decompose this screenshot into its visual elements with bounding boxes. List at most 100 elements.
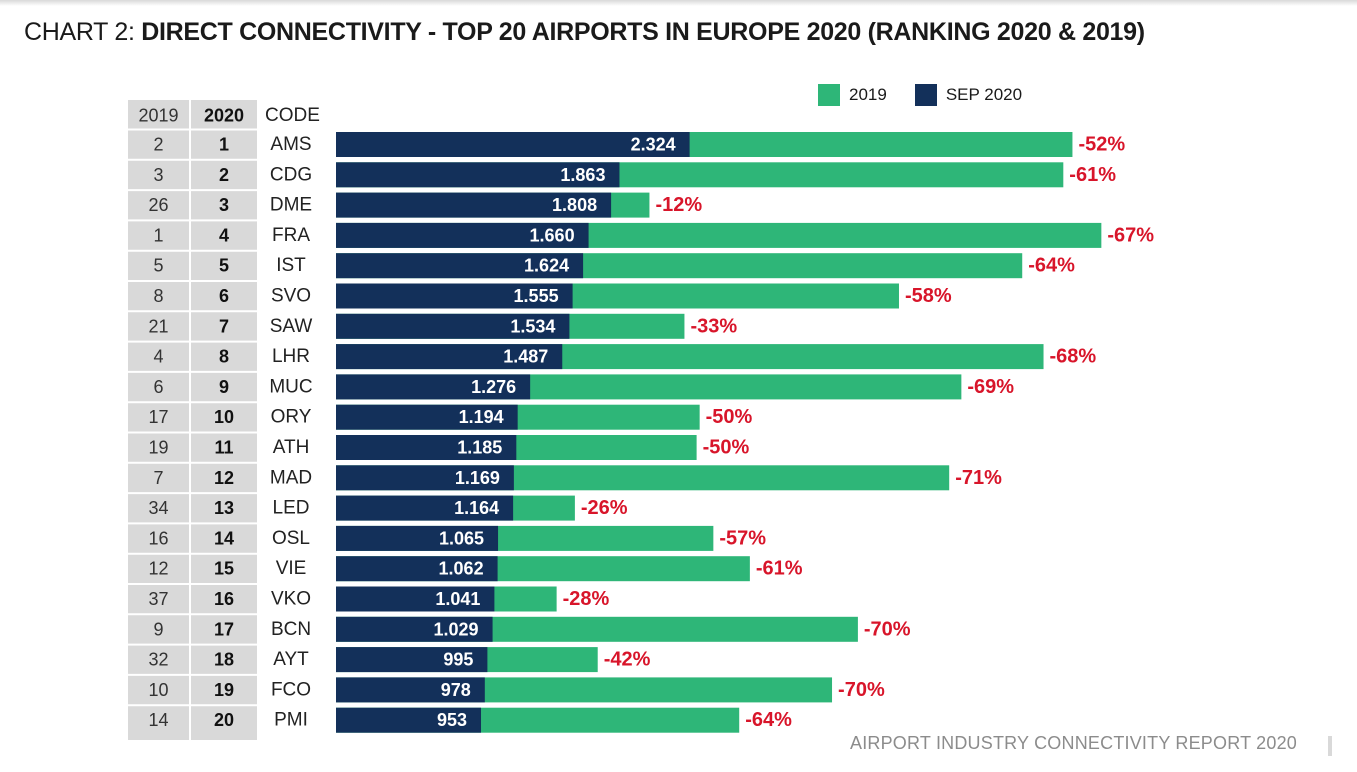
airport-code-label: DME	[270, 195, 312, 216]
airport-code-label: MAD	[270, 467, 312, 488]
bar-value-label: 2.324	[631, 135, 676, 155]
rank-2019-label: 10	[148, 680, 168, 700]
rank-2019-label: 21	[148, 316, 168, 336]
bar-sep-2020	[336, 132, 690, 157]
rank-2020-label: 17	[214, 619, 234, 639]
rank-2019-column	[128, 100, 189, 740]
rank-2020-label: 16	[214, 589, 234, 609]
bar-value-label: 1.041	[435, 589, 480, 609]
rank-2019-label: 2	[153, 135, 163, 155]
legend-item-sep-2020: SEP 2020	[914, 84, 1023, 106]
airport-code-label: ATH	[273, 437, 310, 458]
top-rule	[0, 0, 1357, 6]
bar-value-label: 1.169	[455, 468, 500, 488]
bar-sep-2020	[336, 374, 531, 400]
rank-2020-label: 8	[219, 347, 229, 367]
change-percent-label: -71%	[955, 467, 1002, 489]
bar-sep-2020	[336, 556, 498, 582]
airport-code-label: FCO	[271, 679, 311, 700]
rank-2019-label: 4	[153, 347, 163, 367]
rank-2019-label: 8	[153, 286, 163, 306]
rank-2019-label: 14	[148, 710, 168, 730]
bar-sep-2020	[336, 586, 495, 612]
bar-sep-2020	[336, 313, 570, 339]
airport-code-label: VKO	[271, 589, 311, 610]
bar-sep-2020	[336, 192, 612, 218]
airport-code-label: FRA	[272, 225, 310, 246]
header-code: CODE	[265, 105, 320, 126]
bar-sep-2020	[336, 707, 482, 733]
change-percent-label: -33%	[690, 315, 737, 337]
change-percent-label: -68%	[1050, 346, 1097, 368]
change-percent-label: -12%	[655, 194, 702, 216]
bar-value-label: 1.164	[454, 498, 499, 518]
bar-sep-2020	[336, 495, 514, 521]
bar-sep-2020	[336, 222, 589, 248]
rank-2019-label: 19	[148, 438, 168, 458]
legend-item-2019: 2019	[818, 84, 887, 106]
rank-2020-label: 11	[214, 438, 233, 458]
change-percent-label: -61%	[756, 558, 803, 580]
bar-sep-2020	[336, 404, 518, 430]
legend-label-sep-2020: SEP 2020	[945, 85, 1023, 104]
change-percent-label: -26%	[581, 497, 628, 519]
rank-2020-label: 5	[219, 256, 229, 276]
airport-code-label: MUC	[269, 376, 312, 397]
bar-value-label: 1.487	[503, 347, 548, 367]
chart-title-main: DIRECT CONNECTIVITY - TOP 20 AIRPORTS IN…	[141, 18, 1145, 46]
rank-2019-label: 32	[148, 650, 168, 670]
bar-value-label: 1.534	[510, 316, 555, 336]
airport-code-label: BCN	[271, 619, 311, 640]
rank-2019-label: 26	[148, 195, 168, 215]
rank-2020-label: 9	[219, 377, 229, 397]
bar-sep-2020	[336, 465, 514, 491]
rank-2019-label: 12	[148, 559, 168, 579]
bar-value-label: 1.624	[524, 256, 569, 276]
chart-title: CHART 2: DIRECT CONNECTIVITY - TOP 20 AI…	[24, 18, 1145, 47]
airport-code-label: LED	[273, 498, 310, 519]
change-percent-label: -50%	[703, 437, 750, 459]
rank-2020-label: 12	[214, 468, 234, 488]
change-percent-label: -64%	[1028, 255, 1075, 277]
change-percent-label: -52%	[1078, 134, 1125, 156]
bar-sep-2020	[336, 647, 488, 673]
bar-value-label: 1.029	[434, 619, 479, 639]
bar-value-label: 1.808	[552, 195, 597, 215]
bar-value-label: 978	[441, 680, 471, 700]
bar-sep-2020	[336, 525, 499, 551]
rank-2020-label: 13	[214, 498, 234, 518]
change-percent-label: -50%	[706, 406, 753, 428]
bar-value-label: 995	[443, 650, 473, 670]
bar-value-label: 953	[437, 710, 467, 730]
rank-2019-label: 1	[153, 225, 163, 245]
airport-code-label: VIE	[276, 558, 307, 579]
airport-code-label: SVO	[271, 286, 311, 307]
rank-2020-label: 2	[219, 165, 229, 185]
airport-code-label: OSL	[272, 528, 310, 549]
rank-2020-label: 1	[219, 135, 229, 155]
bar-sep-2020	[336, 283, 573, 309]
rank-2019-label: 6	[153, 377, 163, 397]
header-rank-2019: 2019	[138, 106, 178, 126]
rank-2020-label: 15	[214, 559, 234, 579]
rank-2019-label: 16	[148, 528, 168, 548]
change-percent-label: -69%	[967, 376, 1014, 398]
bar-sep-2020	[336, 344, 563, 370]
change-percent-label: -70%	[864, 618, 911, 640]
bar-value-label: 1.660	[530, 225, 575, 245]
airport-code-label: LHR	[272, 346, 310, 367]
change-percent-label: -42%	[604, 649, 651, 671]
rank-2019-label: 17	[148, 407, 168, 427]
rank-2020-label: 19	[214, 680, 234, 700]
change-percent-label: -57%	[719, 527, 766, 549]
legend-label-2019: 2019	[849, 85, 887, 104]
bar-sep-2020	[336, 435, 517, 460]
airport-code-label: ORY	[271, 407, 312, 428]
change-percent-label: -67%	[1107, 224, 1154, 246]
rank-2020-label: 20	[214, 710, 234, 730]
rank-2020-label: 4	[219, 225, 229, 245]
change-percent-label: -28%	[563, 588, 610, 610]
airport-code-label: SAW	[270, 316, 313, 337]
rank-2020-column	[191, 100, 257, 740]
